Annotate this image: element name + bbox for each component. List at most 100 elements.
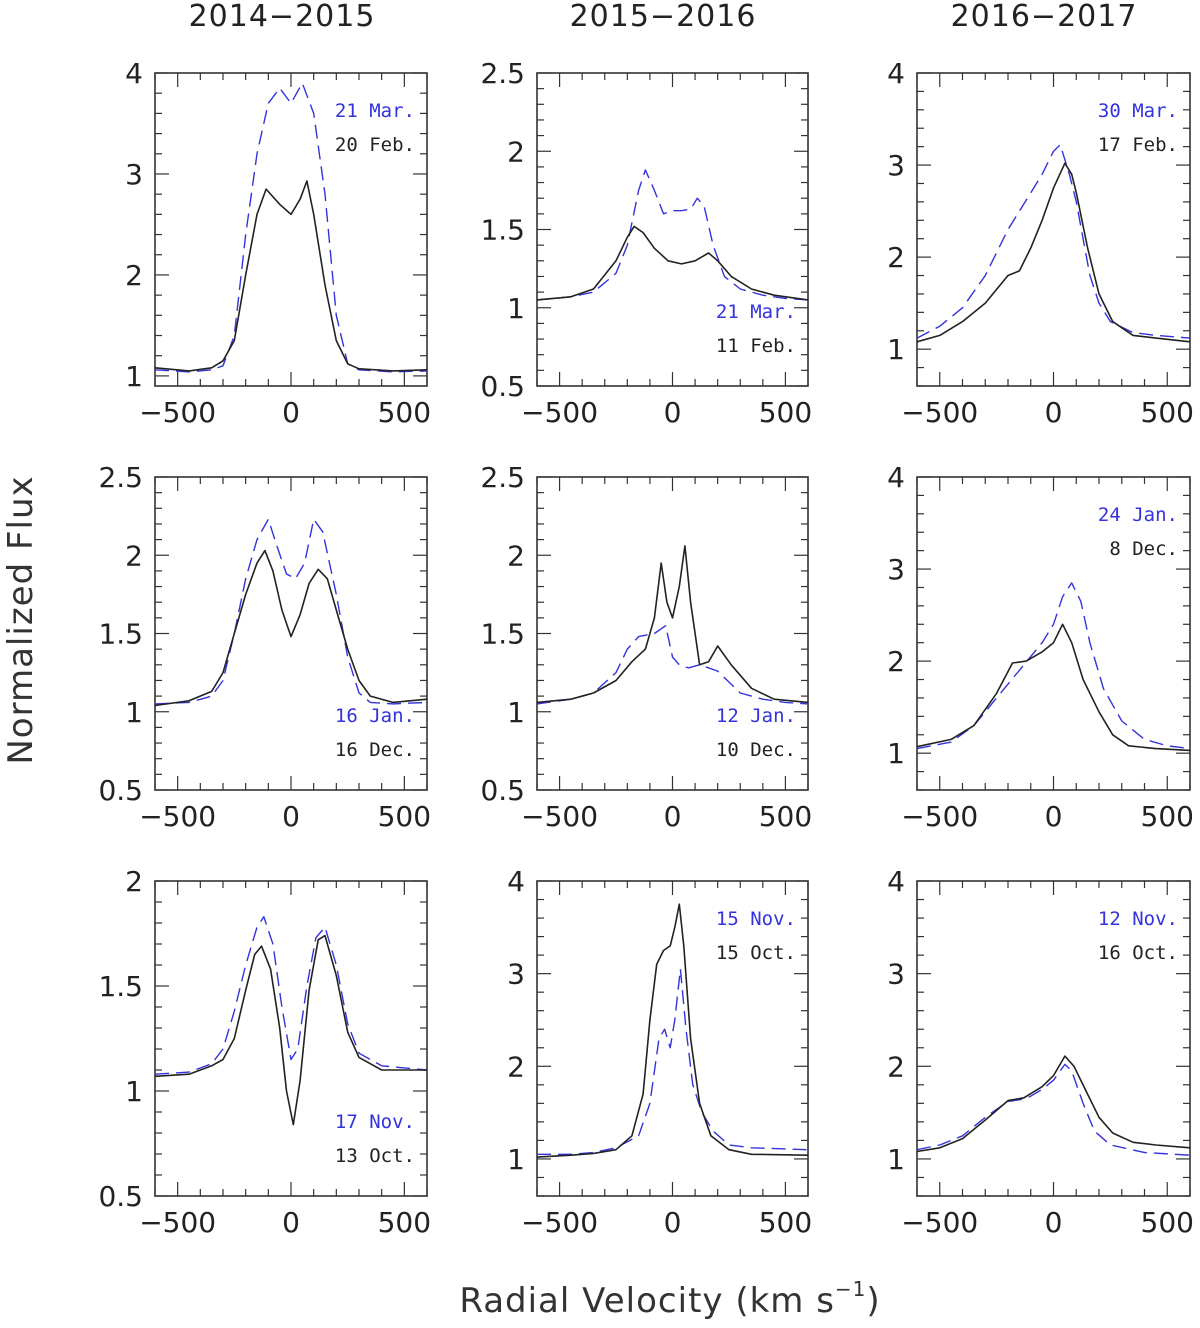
x-tick-label: 500: [1141, 800, 1194, 833]
series-line-blue: [916, 582, 1191, 750]
x-axis-title: Radial Velocity (km s−1): [459, 1277, 880, 1321]
x-tick-label: 0: [282, 800, 300, 833]
panels: 1 2 3 4 −500 0 500 21 Mar. 20 Feb. 0.5 1 1.5 2 2.5 −50…: [98, 57, 1194, 1239]
series-line-black: [916, 623, 1191, 752]
panel-p00: 1 2 3 4 −500 0 500 21 Mar. 20 Feb.: [125, 57, 431, 429]
series-line-blue: [154, 518, 428, 705]
legend-date-black: 11 Feb.: [716, 335, 796, 357]
x-tick-label: 0: [1045, 396, 1063, 429]
panel-p22: 1 2 3 4 −500 0 500 12 Nov. 16 Oct.: [887, 865, 1194, 1239]
y-tick-label: 1.5: [98, 970, 143, 1003]
series-line-black: [536, 903, 809, 1158]
y-tick-label: 4: [507, 865, 525, 898]
x-tick-label: 0: [282, 396, 300, 429]
x-tick-label: 0: [1045, 1206, 1063, 1239]
series-line-blue: [536, 169, 809, 301]
legend-date-black: 15 Oct.: [716, 942, 796, 964]
panel-p02: 1 2 3 4 −500 0 500 30 Mar. 17 Feb.: [887, 57, 1194, 429]
series-line-blue: [154, 82, 428, 373]
y-tick-label: 0.5: [480, 370, 525, 403]
legend-date-blue: 16 Jan.: [335, 705, 415, 727]
y-tick-label: 4: [887, 865, 905, 898]
legend-date-blue: 30 Mar.: [1098, 100, 1178, 122]
y-tick-label: 4: [125, 57, 143, 90]
panel-p11: 0.5 1 1.5 2 2.5 −500 0 500 12 Jan. 10 Dec.: [480, 461, 812, 833]
series-line-blue: [154, 916, 428, 1075]
series-line-black: [154, 549, 428, 707]
x-tick-label: −500: [901, 800, 978, 833]
y-tick-label: 3: [507, 958, 525, 991]
y-tick-label: 4: [887, 461, 905, 494]
panel-p20: 0.5 1 1.5 2 −500 0 500 17 Nov. 13 Oct.: [98, 865, 431, 1239]
y-axis-title: Normalized Flux: [1, 475, 41, 764]
y-tick-label: 1.5: [480, 618, 525, 651]
legend-date-blue: 21 Mar.: [335, 100, 415, 122]
x-tick-label: 500: [759, 396, 812, 429]
legend-date-black: 20 Feb.: [335, 134, 415, 156]
y-tick-label: 2.5: [98, 461, 143, 494]
series-line-blue: [537, 968, 809, 1155]
x-tick-label: 500: [759, 1206, 812, 1239]
column-title-1: 2014−2015: [189, 0, 376, 34]
y-tick-label: 4: [887, 57, 905, 90]
x-tick-label: −500: [521, 1206, 598, 1239]
y-tick-label: 1: [887, 737, 905, 770]
y-tick-label: 2: [507, 135, 525, 168]
legend-date-blue: 21 Mar.: [716, 301, 796, 323]
series-line-black: [916, 162, 1191, 343]
y-tick-label: 2: [125, 539, 143, 572]
x-tick-label: 0: [282, 1206, 300, 1239]
x-tick-label: 0: [664, 1206, 682, 1239]
panel-p21: 1 2 3 4 −500 0 500 15 Nov. 15 Oct.: [507, 865, 812, 1239]
series-line-black: [154, 180, 428, 372]
column-title-3: 2016−2017: [951, 0, 1138, 34]
series-line-black: [536, 545, 809, 704]
panel-p01: 0.5 1 1.5 2 2.5 −500 0 500 21 Mar. 11 Feb.: [480, 57, 812, 429]
series-line-black: [154, 934, 427, 1126]
x-axis-title-main: Radial Velocity (km s: [459, 1281, 835, 1321]
y-tick-label: 3: [887, 958, 905, 991]
y-tick-label: 2: [887, 1050, 905, 1083]
y-tick-label: 1: [507, 696, 525, 729]
y-tick-label: 1: [507, 1143, 525, 1176]
y-tick-label: 1: [125, 696, 143, 729]
y-tick-label: 3: [125, 158, 143, 191]
x-tick-label: 0: [1045, 800, 1063, 833]
series-line-blue: [536, 625, 809, 705]
series-line-blue: [916, 144, 1191, 339]
series-line-black: [916, 1055, 1191, 1153]
x-tick-label: −500: [139, 1206, 216, 1239]
legend-date-blue: 15 Nov.: [716, 908, 796, 930]
x-axis-title-close: ): [866, 1281, 880, 1321]
legend-date-blue: 24 Jan.: [1098, 504, 1178, 526]
x-tick-label: −500: [901, 1206, 978, 1239]
x-tick-label: 500: [378, 1206, 431, 1239]
y-tick-label: 2: [887, 241, 905, 274]
legend-date-black: 8 Dec.: [1109, 538, 1178, 560]
y-tick-label: 2: [507, 1050, 525, 1083]
series-line-black: [536, 225, 809, 301]
x-tick-label: 500: [1141, 1206, 1194, 1239]
y-tick-label: 1: [887, 1143, 905, 1176]
y-tick-label: 1.5: [98, 618, 143, 651]
legend-date-blue: 17 Nov.: [335, 1111, 415, 1133]
x-tick-label: 0: [664, 800, 682, 833]
y-tick-label: 1: [125, 1075, 143, 1108]
x-tick-label: 500: [759, 800, 812, 833]
x-axis-title-exponent: −1: [835, 1277, 866, 1301]
y-tick-label: 1.5: [480, 214, 525, 247]
x-tick-label: 500: [1141, 396, 1194, 429]
y-tick-label: 1: [507, 292, 525, 325]
panel-p12: 1 2 3 4 −500 0 500 24 Jan. 8 Dec.: [887, 461, 1194, 833]
legend-date-blue: 12 Jan.: [716, 705, 796, 727]
y-tick-label: 1: [125, 360, 143, 393]
column-title-2: 2015−2016: [570, 0, 757, 34]
legend-date-black: 17 Feb.: [1098, 134, 1178, 156]
legend-date-black: 13 Oct.: [335, 1145, 415, 1167]
x-tick-label: 0: [664, 396, 682, 429]
y-tick-label: 1: [887, 333, 905, 366]
legend-date-black: 16 Dec.: [335, 739, 415, 761]
panel-p10: 0.5 1 1.5 2 2.5 −500 0 500 16 Jan. 16 Dec.: [98, 461, 431, 833]
y-tick-label: 2: [125, 865, 143, 898]
